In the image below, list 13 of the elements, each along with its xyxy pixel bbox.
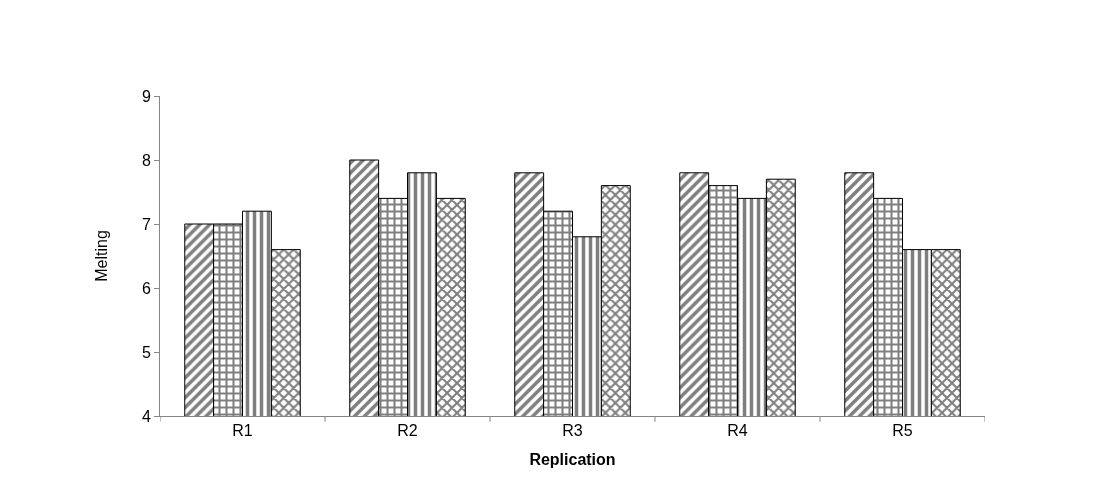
y-tick-label: 4	[141, 407, 151, 425]
y-tick-label: 9	[141, 87, 151, 105]
x-tick-label: R3	[562, 422, 583, 440]
y-tick-label: 7	[141, 215, 151, 233]
x-axis-title: Replication	[529, 450, 616, 468]
x-tick-label: R5	[892, 422, 913, 440]
x-tick-label: R2	[397, 422, 418, 440]
x-tick-label: R1	[232, 422, 253, 440]
y-tick-label: 6	[141, 279, 151, 297]
x-tick-label: R4	[727, 422, 748, 440]
y-axis-title: Melting	[92, 230, 110, 282]
y-tick-label: 5	[141, 343, 151, 361]
y-tick-label: 8	[141, 151, 151, 169]
